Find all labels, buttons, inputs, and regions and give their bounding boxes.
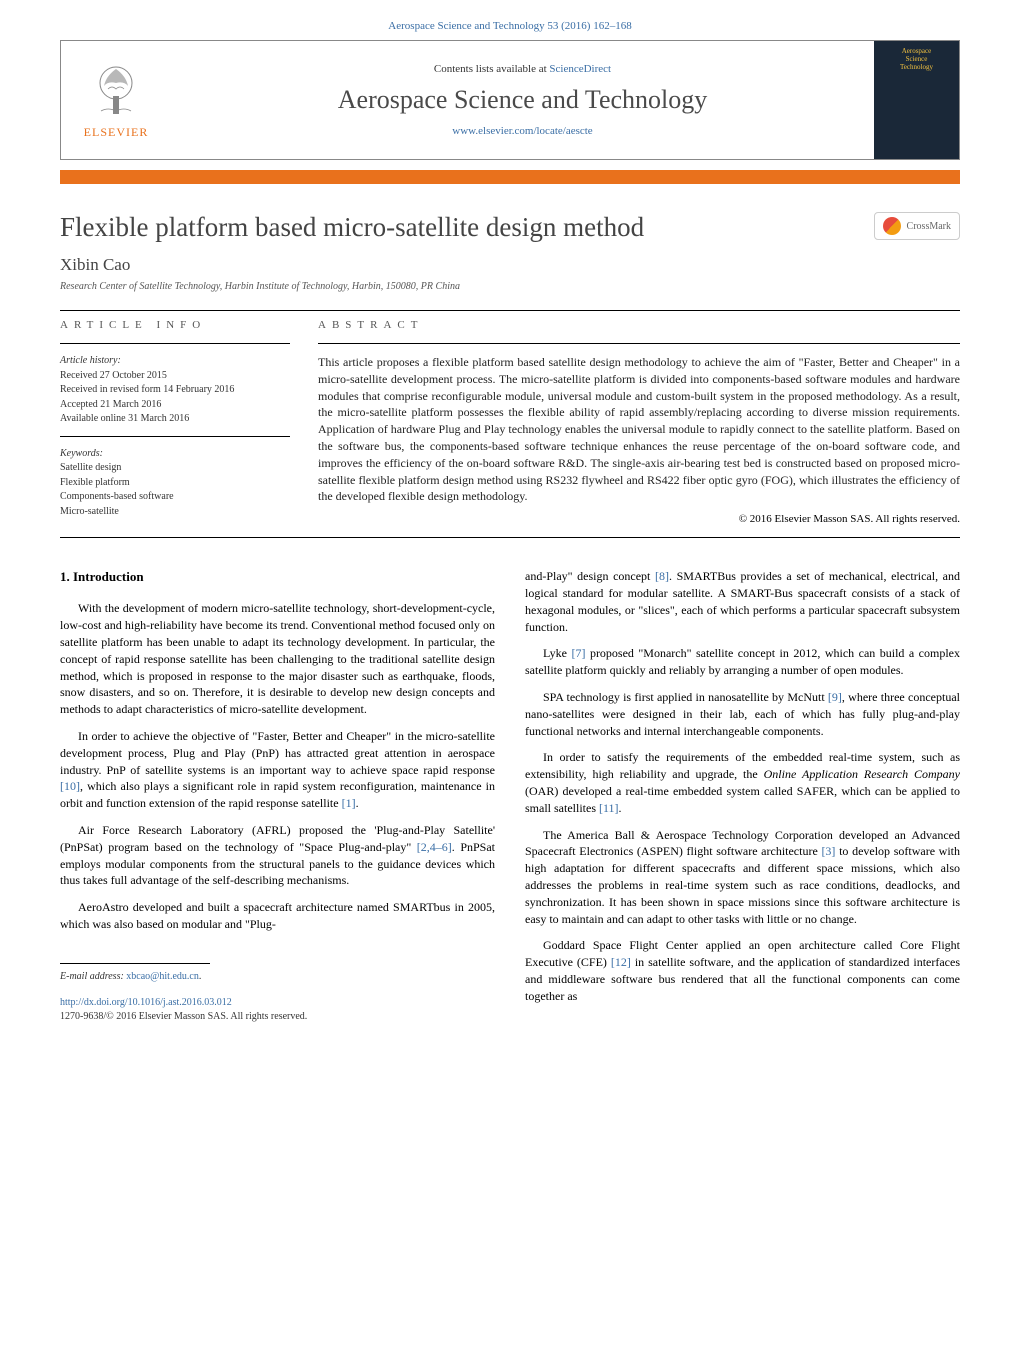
info-divider xyxy=(60,343,290,344)
article-info-column: ARTICLE INFO Article history: Received 2… xyxy=(60,319,290,525)
keyword-item: Micro-satellite xyxy=(60,505,290,519)
citation-header: Aerospace Science and Technology 53 (201… xyxy=(60,0,960,40)
ref-link[interactable]: [7] xyxy=(571,646,585,660)
crossmark-icon xyxy=(883,217,901,235)
history-heading: Article history: xyxy=(60,354,290,368)
ref-link[interactable]: [12] xyxy=(611,955,631,969)
elsevier-label: ELSEVIER xyxy=(84,125,149,140)
body-paragraph: Air Force Research Laboratory (AFRL) pro… xyxy=(60,822,495,889)
abstract-copyright: © 2016 Elsevier Masson SAS. All rights r… xyxy=(318,513,960,525)
cover-line1: Aerospace xyxy=(902,47,932,55)
issn-copyright: 1270-9638/© 2016 Elsevier Masson SAS. Al… xyxy=(60,1010,495,1024)
history-item: Accepted 21 March 2016 xyxy=(60,398,290,412)
keyword-item: Flexible platform xyxy=(60,476,290,490)
history-item: Available online 31 March 2016 xyxy=(60,412,290,426)
body-paragraph: The America Ball & Aerospace Technology … xyxy=(525,827,960,928)
footnote-divider xyxy=(60,963,210,964)
body-left-column: 1. Introduction With the development of … xyxy=(60,568,495,1024)
body-paragraph: In order to achieve the objective of "Fa… xyxy=(60,728,495,812)
elsevier-tree-icon xyxy=(86,61,146,121)
email-label: E-mail address: xyxy=(60,971,126,982)
crossmark-label: CrossMark xyxy=(907,221,951,232)
abstract-column: ABSTRACT This article proposes a flexibl… xyxy=(318,319,960,525)
keywords-heading: Keywords: xyxy=(60,447,290,461)
info-abstract-row: ARTICLE INFO Article history: Received 2… xyxy=(60,319,960,525)
author-name: Xibin Cao xyxy=(60,255,960,275)
body-paragraph: SPA technology is first applied in nanos… xyxy=(525,689,960,739)
keyword-item: Components-based software xyxy=(60,490,290,504)
sciencedirect-link[interactable]: ScienceDirect xyxy=(549,63,611,75)
journal-url[interactable]: www.elsevier.com/locate/aescte xyxy=(452,125,592,137)
body-right-column: and-Play" design concept [8]. SMARTBus p… xyxy=(525,568,960,1024)
body-two-column: 1. Introduction With the development of … xyxy=(60,568,960,1024)
doi-link[interactable]: http://dx.doi.org/10.1016/j.ast.2016.03.… xyxy=(60,996,495,1010)
divider-top xyxy=(60,310,960,311)
ref-link[interactable]: [3] xyxy=(821,844,835,858)
journal-page: Aerospace Science and Technology 53 (201… xyxy=(0,0,1020,1064)
history-item: Received 27 October 2015 xyxy=(60,369,290,383)
journal-name: Aerospace Science and Technology xyxy=(338,85,708,115)
abstract-label: ABSTRACT xyxy=(318,319,960,331)
ref-link[interactable]: [2,4–6] xyxy=(417,840,452,854)
body-paragraph: Lyke [7] proposed "Monarch" satellite co… xyxy=(525,645,960,679)
article-title: Flexible platform based micro-satellite … xyxy=(60,212,644,243)
crossmark-badge[interactable]: CrossMark xyxy=(874,212,960,240)
divider-bottom xyxy=(60,537,960,538)
email-footnote: E-mail address: xbcao@hit.edu.cn. xyxy=(60,970,495,984)
history-item: Received in revised form 14 February 201… xyxy=(60,383,290,397)
ref-link[interactable]: [10] xyxy=(60,779,80,793)
article-info-label: ARTICLE INFO xyxy=(60,319,290,331)
header-center: Contents lists available at ScienceDirec… xyxy=(171,41,874,159)
journal-header-box: ELSEVIER Contents lists available at Sci… xyxy=(60,40,960,160)
author-email-link[interactable]: xbcao@hit.edu.cn xyxy=(126,971,199,982)
elsevier-logo[interactable]: ELSEVIER xyxy=(61,41,171,159)
keywords-divider xyxy=(60,436,290,437)
body-paragraph: With the development of modern micro-sat… xyxy=(60,600,495,718)
cover-line2: Science xyxy=(906,55,928,63)
orange-divider-bar xyxy=(60,170,960,184)
contents-prefix: Contents lists available at xyxy=(434,63,549,75)
title-row: Flexible platform based micro-satellite … xyxy=(60,212,960,243)
contents-line: Contents lists available at ScienceDirec… xyxy=(434,63,611,75)
body-paragraph: In order to satisfy the requirements of … xyxy=(525,749,960,816)
cover-line3: Technology xyxy=(900,63,933,71)
body-paragraph: and-Play" design concept [8]. SMARTBus p… xyxy=(525,568,960,635)
intro-heading: 1. Introduction xyxy=(60,568,495,586)
ref-link[interactable]: [1] xyxy=(342,796,356,810)
author-affiliation: Research Center of Satellite Technology,… xyxy=(60,281,960,292)
body-paragraph: Goddard Space Flight Center applied an o… xyxy=(525,937,960,1004)
ref-link[interactable]: [11] xyxy=(599,801,619,815)
abstract-divider xyxy=(318,343,960,344)
keyword-item: Satellite design xyxy=(60,461,290,475)
abstract-text: This article proposes a flexible platfor… xyxy=(318,354,960,505)
journal-cover-thumb: Aerospace Science Technology xyxy=(874,41,959,159)
ref-link[interactable]: [8] xyxy=(655,569,669,583)
body-paragraph: AeroAstro developed and built a spacecra… xyxy=(60,899,495,933)
ref-link[interactable]: [9] xyxy=(828,690,842,704)
